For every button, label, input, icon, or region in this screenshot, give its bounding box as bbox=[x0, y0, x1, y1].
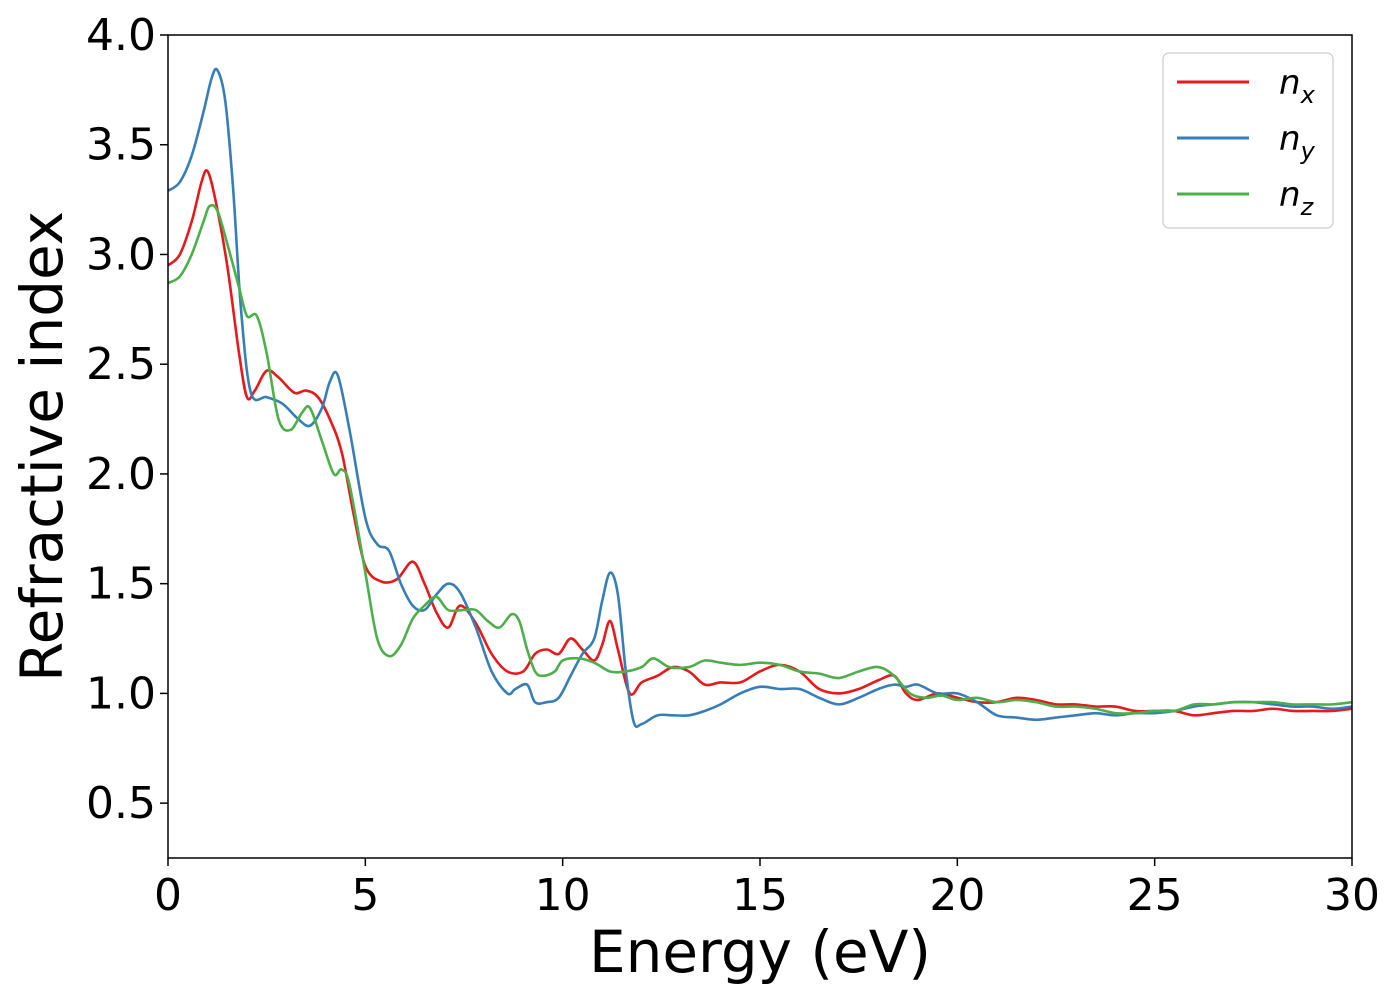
y-tick-label: 2.0 bbox=[86, 449, 156, 500]
x-tick-label: 30 bbox=[1324, 870, 1380, 921]
series-line-y bbox=[167, 67, 1353, 729]
y-tick-label: 1.5 bbox=[86, 559, 156, 610]
x-axis: 0 5 10 15 20 25 30 bbox=[154, 858, 1380, 921]
x-tick-label: 20 bbox=[929, 870, 985, 921]
y-axis-title: Refractive index bbox=[8, 211, 76, 682]
legend: nx ny nz bbox=[1162, 52, 1334, 229]
y-tick-label: 1.0 bbox=[86, 668, 156, 719]
legend-box bbox=[1162, 52, 1334, 229]
x-tick-label: 15 bbox=[732, 870, 788, 921]
x-tick-label: 10 bbox=[535, 870, 591, 921]
y-tick-label: 3.5 bbox=[86, 120, 156, 171]
x-tick-label: 5 bbox=[351, 870, 379, 921]
y-tick-label: 0.5 bbox=[86, 778, 156, 829]
legend-label-y: ny bbox=[1279, 119, 1316, 165]
y-tick-label: 3.0 bbox=[86, 229, 156, 280]
legend-label-x: nx bbox=[1279, 63, 1316, 109]
y-tick-label: 4.0 bbox=[86, 10, 156, 61]
x-axis-title: Energy (eV) bbox=[589, 918, 931, 986]
legend-label-z: nz bbox=[1279, 175, 1315, 221]
series-line-z bbox=[167, 203, 1353, 715]
y-tick-label: 2.5 bbox=[86, 339, 156, 390]
y-axis: 0.5 1.0 1.5 2.0 2.5 3.0 3.5 4.0 bbox=[86, 10, 168, 829]
x-tick-label: 25 bbox=[1127, 870, 1183, 921]
series-line-x bbox=[167, 169, 1353, 717]
x-tick-label: 0 bbox=[154, 870, 182, 921]
plot-lines bbox=[167, 67, 1353, 729]
